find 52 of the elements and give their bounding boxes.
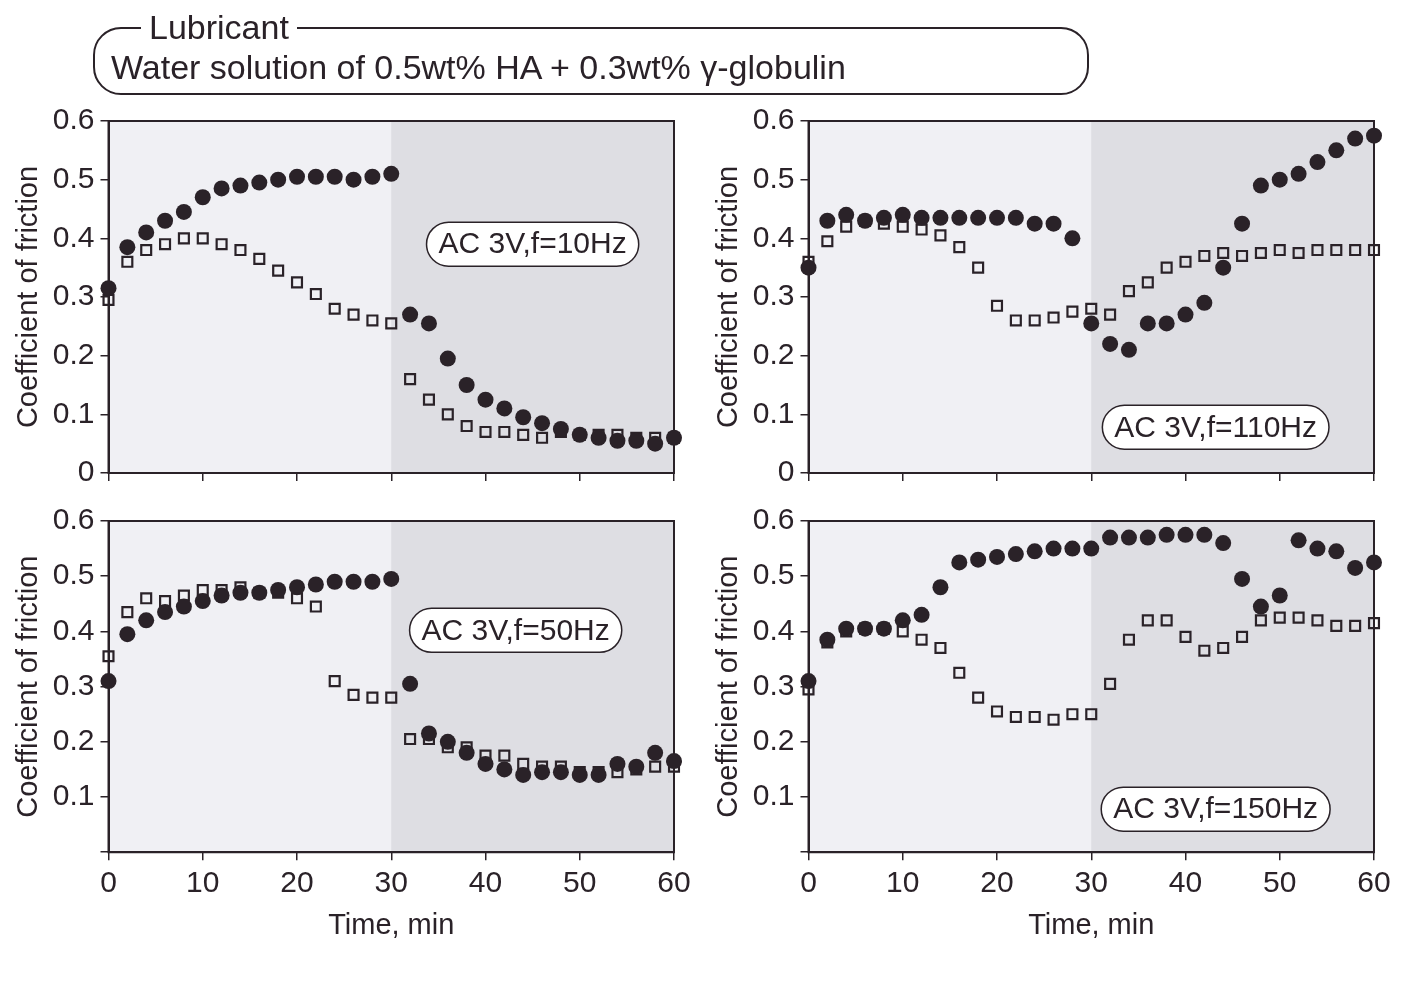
- x-tick-label: 30: [1074, 865, 1108, 899]
- x-tick-label: 30: [374, 865, 408, 899]
- y-axis-title: Coefficient of friction: [711, 555, 744, 818]
- y-tick-label: 0.4: [52, 612, 95, 646]
- y-tick-label: 0.1: [52, 395, 95, 429]
- annotation: AC 3V,f=10Hz: [438, 226, 627, 260]
- y-tick-label: 0.3: [752, 278, 795, 312]
- x-axis-title: Time, min: [328, 907, 455, 940]
- y-tick-label: 0.2: [752, 723, 795, 757]
- y-tick-label: 0.1: [52, 778, 95, 812]
- x-tick-label: 50: [563, 865, 597, 899]
- x-tick-label: 20: [280, 865, 314, 899]
- y-tick-label: 0.6: [52, 502, 95, 536]
- x-tick-label: 60: [657, 865, 691, 899]
- y-tick-label: 0.1: [752, 395, 795, 429]
- x-tick-label: 20: [980, 865, 1014, 899]
- y-axis-title: Coefficient of friction: [11, 165, 44, 429]
- x-tick-label: 60: [1357, 865, 1391, 899]
- y-tick-label: 0.4: [752, 219, 795, 253]
- x-tick-label: 10: [886, 865, 920, 899]
- annotation: AC 3V,f=110Hz: [1114, 409, 1317, 443]
- y-tick-label: 0.4: [52, 219, 95, 253]
- y-tick-label: 0.5: [52, 557, 95, 591]
- y-tick-label: 0.6: [52, 102, 95, 136]
- y-tick-label: 0.2: [752, 336, 795, 370]
- y-axis-title: Coefficient of friction: [711, 165, 744, 429]
- y-tick-label: 0.2: [52, 336, 95, 370]
- y-tick-label: 0.3: [52, 278, 95, 312]
- y-tick-label: 0.6: [752, 102, 795, 136]
- y-axis-title: Coefficient of friction: [11, 555, 44, 818]
- x-tick-label: 40: [468, 865, 503, 899]
- x-tick-label: 50: [1263, 865, 1297, 899]
- x-tick-label: 40: [1168, 865, 1203, 899]
- y-tick-label: 0.4: [752, 612, 795, 646]
- x-tick-label: 10: [186, 865, 220, 899]
- annotation: AC 3V,f=150Hz: [1113, 791, 1319, 825]
- y-tick-label: 0.5: [752, 557, 795, 591]
- y-tick-label: 0: [77, 454, 95, 488]
- x-tick-label: 0: [100, 865, 117, 899]
- y-tick-label: 0.1: [752, 778, 795, 812]
- x-axis-title: Time, min: [1028, 907, 1155, 940]
- x-tick-label: 0: [800, 865, 817, 899]
- annotation: AC 3V,f=50Hz: [421, 612, 610, 646]
- y-tick-label: 0.5: [752, 160, 795, 194]
- y-tick-label: 0.2: [52, 723, 95, 757]
- y-tick-label: 0.3: [752, 667, 795, 701]
- chart-title: Lubricant: [148, 8, 290, 47]
- y-tick-label: 0: [777, 454, 795, 488]
- chart-subtitle: Water solution of 0.5wt% HA + 0.3wt% γ-globulin: [111, 47, 847, 87]
- y-tick-label: 0.5: [52, 160, 95, 194]
- y-tick-label: 0.6: [752, 502, 795, 536]
- y-tick-label: 0.3: [52, 667, 95, 701]
